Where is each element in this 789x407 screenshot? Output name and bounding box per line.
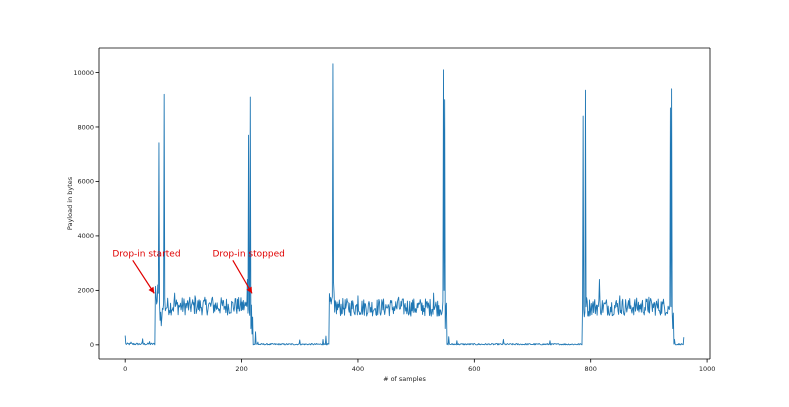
annotations: Drop-in started Drop-in stopped — [112, 249, 285, 294]
x-tick-label: 0 — [123, 365, 127, 373]
annotation-arrow-0 — [132, 260, 155, 294]
x-tick-label: 800 — [584, 365, 596, 373]
annotation-arrowhead-1 — [246, 286, 253, 294]
annotation-text-0: Drop-in started — [112, 249, 180, 259]
x-tick-label: 400 — [352, 365, 364, 373]
axes: 0 200 400 600 800 10000200040006000800010000#… — [66, 47, 716, 383]
y-tick-label: 10000 — [73, 69, 94, 77]
x-tick-label: 1000 — [699, 365, 716, 373]
annotation-text-1: Drop-in stopped — [212, 249, 284, 259]
y-axis-label: Payload in bytes — [66, 176, 74, 230]
plot-area — [124, 63, 685, 346]
x-axis-label: # of samples — [383, 375, 426, 383]
x-tick-label: 600 — [468, 365, 480, 373]
y-tick-label: 8000 — [77, 123, 94, 131]
annotation-arrowhead-0 — [148, 286, 155, 294]
x-tick-label: 200 — [235, 365, 247, 373]
y-tick-label: 2000 — [77, 287, 94, 295]
annotation-arrow-1 — [232, 260, 253, 294]
y-tick-label: 0 — [90, 341, 94, 349]
series-line-0 — [124, 63, 685, 346]
y-tick-label: 6000 — [77, 178, 94, 186]
y-tick-label: 4000 — [77, 232, 94, 240]
